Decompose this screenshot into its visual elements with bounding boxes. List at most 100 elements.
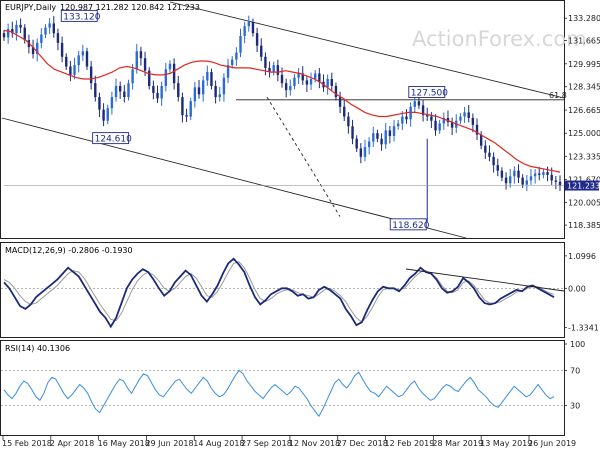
ohlc-readout: 120.987 121.282 120.842 121.233 [60,3,200,12]
rsi-layer [1,369,564,418]
moving-average-line [3,29,561,173]
candle-body [148,70,151,86]
candle-body [255,33,259,46]
candle-body [31,47,35,55]
price-tick-label: 133.280 [568,14,600,23]
candle-body [363,147,367,157]
axis-layer: 133.280 131.665 129.995 128.345 126.665 125.0… [2,14,600,448]
candle-body [231,59,234,66]
candle-body [367,141,371,148]
price-callout-label: 124.610 [95,135,132,145]
candle-body [318,73,321,82]
date-tick-label: 2 Apr 2018 [50,439,94,448]
candle-body [40,34,43,43]
candle-body [301,73,304,81]
candle-body [214,85,217,98]
candle-body [243,26,246,36]
candle-body [114,85,118,98]
candle-body [430,116,433,121]
candle-body [484,145,487,153]
candle-body [409,106,412,120]
candle-body [81,51,85,56]
price-tick-label: 123.335 [568,152,600,161]
candle-body [426,115,429,117]
fib-level-label: 61.8 [549,91,567,100]
candle-body [326,79,329,88]
candle-body [359,148,363,157]
date-tick-label: 29 Jun 2018 [145,439,193,448]
candle-body [44,27,47,35]
candle-body [330,79,333,86]
date-tick-label: 28 Mar 2019 [432,439,483,448]
candle-body [65,56,68,67]
price-callout-label: 118.620 [392,221,429,231]
candle-body [417,101,421,106]
candle-body [459,116,462,121]
date-tick-label: 27 Sep 2018 [241,439,292,448]
candle-body [434,120,437,131]
rsi-panel-title: RSI(14) 40.1306 [5,344,70,353]
candle-body [94,83,97,98]
rsi-tick-label: 100 [570,340,585,349]
candle-body [550,174,553,181]
watermark: ActionForex.com [412,27,587,51]
candle-body [467,112,470,118]
candle-body [110,97,114,109]
candle-body [280,74,284,84]
macd-trendline [405,268,565,292]
price-panel [0,0,565,239]
candle-body [260,45,263,57]
date-tick-label: 26 Jun 2019 [528,439,576,448]
candle-body [226,65,230,78]
price-callout-label: 133.120 [63,12,100,22]
rsi-tick-label: 30 [570,402,580,411]
candle-body [189,101,192,117]
candle-body [143,58,147,71]
candle-body [351,126,354,139]
candle-body [500,170,504,178]
rsi-panel [0,340,565,436]
price-tick-label: 128.345 [568,83,600,92]
candle-body [106,108,109,121]
candle-body [533,173,537,177]
candle-body [201,80,205,95]
candle-body [23,27,26,41]
candle-body [164,69,168,86]
channel-lower-line [1,117,467,239]
price-tick-label: 126.665 [568,106,600,115]
candle-body [102,109,105,121]
candle-body [73,65,76,75]
candle-body [471,117,475,125]
candle-body [222,77,226,95]
candle-body [546,172,549,175]
price-callout-label: 127.500 [411,88,448,98]
price-tick-label: 120.005 [568,199,600,208]
candle-body [538,173,541,175]
candle-body [118,85,122,92]
date-tick-label: 12 Nov 2018 [289,439,340,448]
candle-body [2,33,6,38]
candle-body [521,177,524,185]
price-tick-label: 131.665 [568,37,600,46]
candle-body [6,29,10,38]
candle-body [355,138,358,149]
candle-body [193,87,197,102]
candle-body [52,23,55,34]
channel-upper-line [169,1,565,99]
rsi-line [3,369,555,418]
candle-body [504,177,508,184]
candle-body [289,85,292,91]
candle-body [338,97,342,107]
candle-body [89,66,93,84]
candle-body [48,23,51,28]
macd-line [3,257,555,329]
candle-body [268,67,271,73]
candle-body [529,176,533,181]
candle-body [313,73,317,80]
candle-body [380,138,383,145]
candle-body [309,79,313,85]
candle-body [131,69,134,84]
candle-body [513,170,516,177]
price-callout-box [408,86,446,98]
price-callout-box [92,132,130,145]
